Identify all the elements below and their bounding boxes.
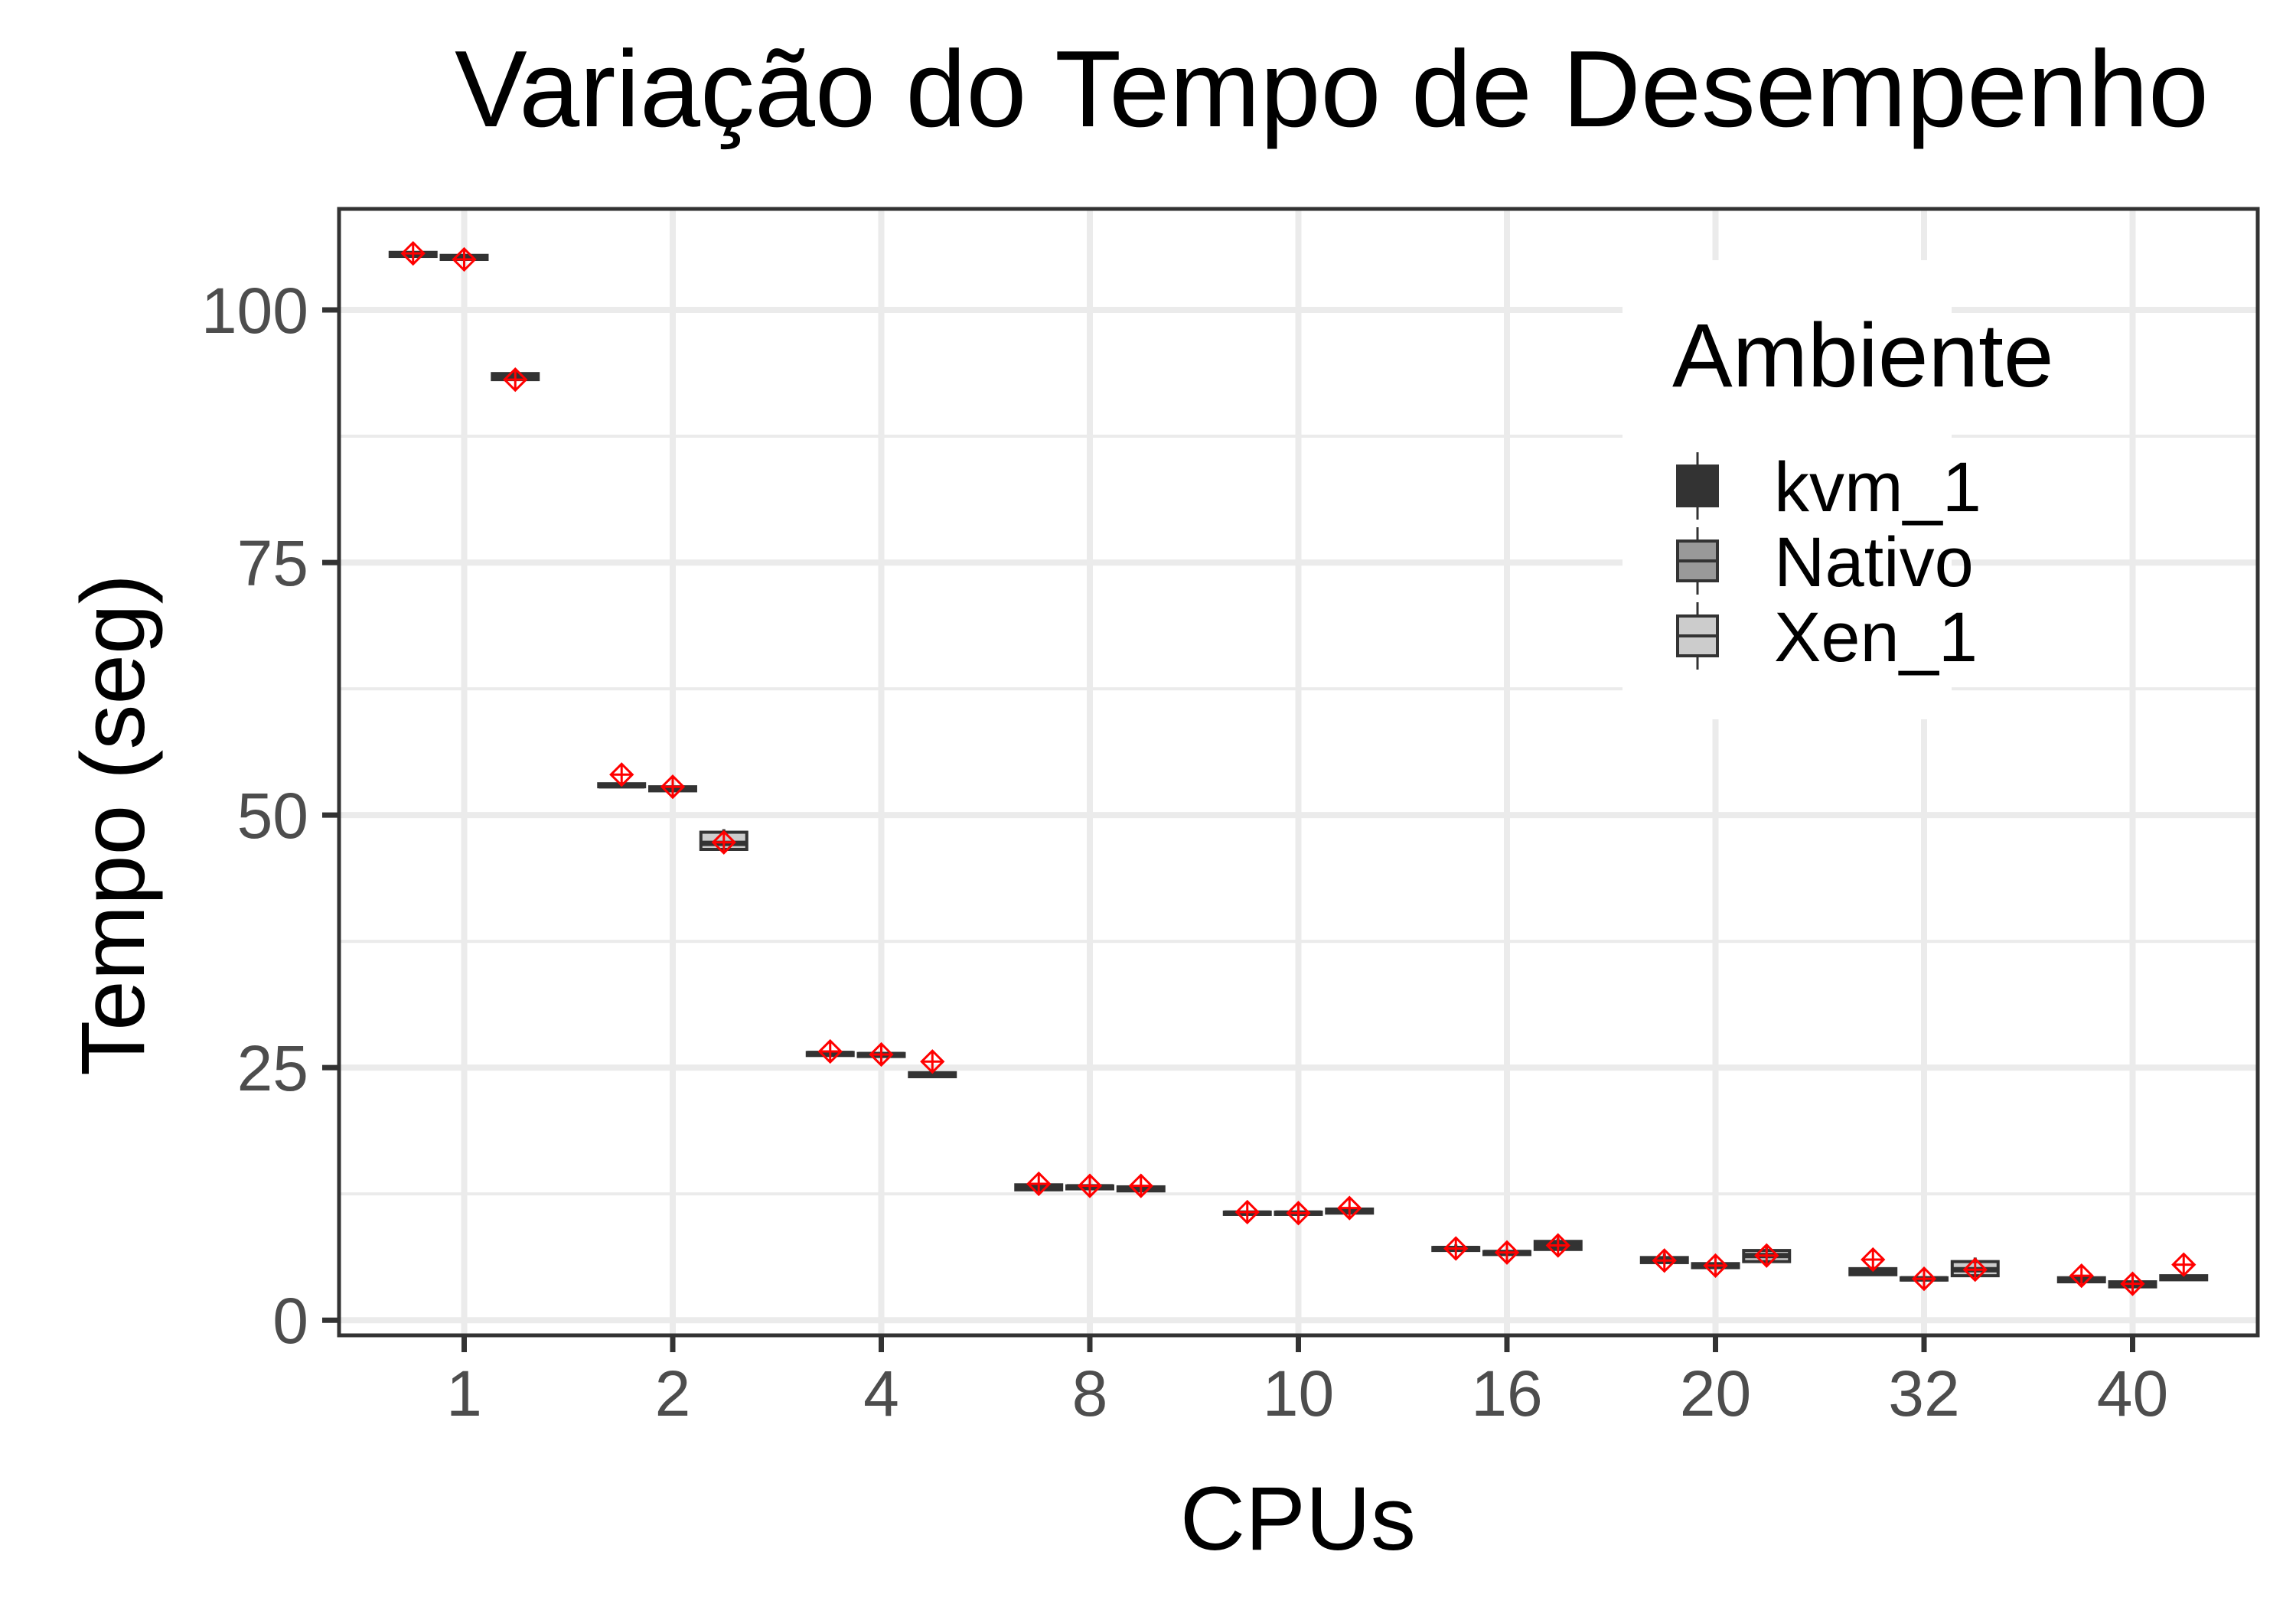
mean-marker [2120,1271,2145,1296]
mean-marker [1703,1253,1728,1279]
mean-marker [400,240,426,266]
legend-label: Nativo [1774,523,1974,601]
axes: 0 25 50 75 100 1 2 4 8 10 16 20 32 40 [201,207,2260,1429]
legend-item-kvm_1: kvm_1 [1676,448,1981,526]
legend-title: Ambiente [1672,305,2054,406]
mean-marker [1545,1233,1570,1258]
x-tick-label: 40 [2097,1358,2168,1429]
mean-marker [1652,1248,1677,1273]
x-tick-label: 4 [863,1358,899,1429]
grid-lines [339,209,2258,1335]
legend-label: Xen_1 [1774,598,1978,676]
y-tick-label: 100 [201,275,308,347]
y-axis-title: Tempo (seg) [63,574,164,1076]
x-tick-label: 1 [446,1358,482,1429]
y-tick-label: 0 [272,1285,308,1357]
mean-marker [920,1049,945,1074]
mean-marker [1286,1201,1311,1226]
x-tick-label: 16 [1471,1358,1542,1429]
mean-marker [1754,1243,1779,1268]
mean-marker [869,1041,894,1068]
legend-item-Nativo: Nativo [1676,523,1974,601]
mean-marker [660,774,686,800]
mean-markers [400,240,2197,1296]
y-tick-label: 25 [237,1032,308,1104]
x-tick-label: 20 [1680,1358,1751,1429]
y-tick-label: 50 [237,780,308,852]
mean-marker [609,762,634,787]
mean-marker [2069,1263,2094,1289]
mean-marker [503,367,528,393]
mean-marker [1077,1173,1103,1198]
mean-marker [1962,1257,1988,1283]
mean-marker [1494,1240,1520,1265]
x-tick-label: 8 [1072,1358,1108,1429]
x-tick-label: 32 [1888,1358,1959,1429]
mean-marker [817,1038,843,1064]
mean-marker [452,246,477,272]
y-tick-label: 75 [237,527,308,599]
x-axis-title: CPUs [1180,1468,1416,1570]
mean-marker [1128,1173,1153,1198]
mean-marker [1443,1236,1469,1261]
mean-marker [2171,1252,2197,1277]
mean-marker [711,830,736,855]
mean-marker [1026,1171,1052,1197]
legend-item-Xen_1: Xen_1 [1676,598,1978,676]
mean-marker [1234,1199,1260,1225]
mean-marker [1911,1266,1937,1292]
chart-title: Variação do Tempo de Desempenho [455,28,2209,150]
x-tick-label: 10 [1263,1358,1334,1429]
x-tick-label: 2 [655,1358,691,1429]
legend-label: kvm_1 [1774,448,1981,526]
mean-marker [1861,1247,1886,1273]
mean-marker [1337,1195,1362,1221]
